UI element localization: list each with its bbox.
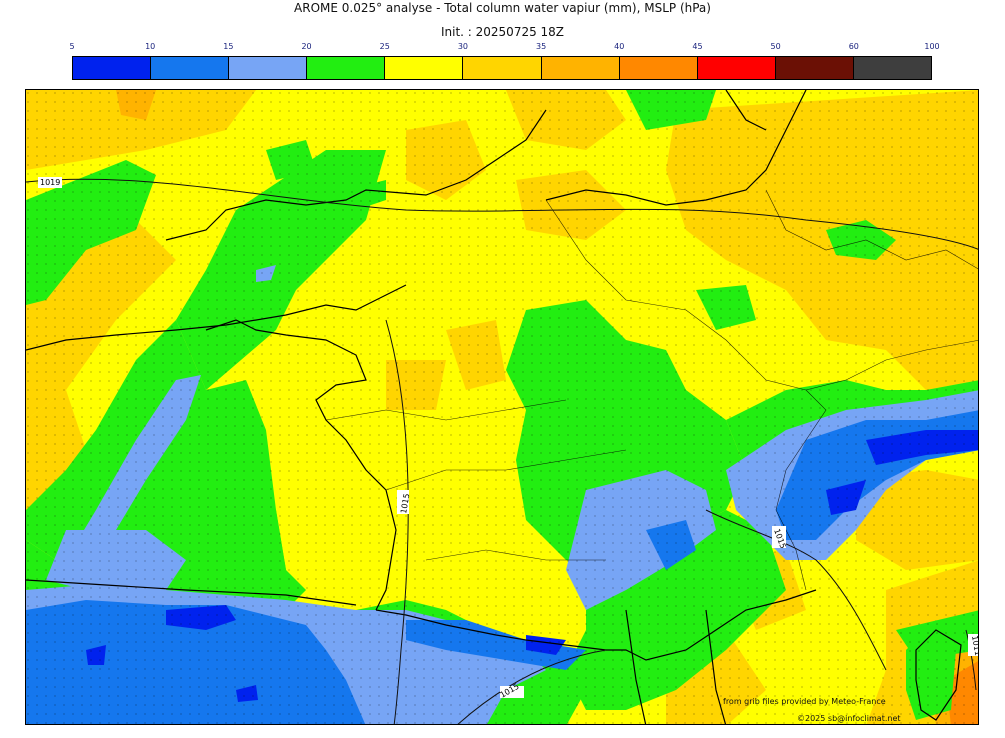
colorbar-segment: [619, 57, 698, 79]
isobar-labels: 1019 1015 1015 1015 1011: [38, 177, 979, 700]
colorbar-segment: [385, 57, 464, 79]
tick-label: 20: [301, 42, 312, 51]
colorbar-segment: [151, 57, 230, 79]
colorbar-segment: [541, 57, 620, 79]
station-dots: [26, 90, 978, 724]
credit-source: from grib files provided by Meteo-France: [723, 697, 886, 706]
colorbar-segment: [853, 57, 932, 79]
tick-label: 5: [69, 42, 75, 51]
colorbar-segment: [229, 57, 308, 79]
tick-label: 45: [692, 42, 703, 51]
isobars: [26, 178, 978, 724]
tick-label: 25: [379, 42, 390, 51]
init-time: Init. : 20250725 18Z: [440, 25, 565, 39]
water-vapour-map: 1019 1015 1015 1015 1011: [25, 89, 979, 725]
colorbar-segment: [463, 57, 542, 79]
tick-label: 35: [535, 42, 547, 51]
tick-label: 10: [145, 42, 156, 51]
tick-label: 15: [223, 42, 234, 51]
borders: [325, 189, 978, 591]
tick-label: 60: [848, 42, 859, 51]
isobar-label-1015-west: 1015: [399, 493, 411, 515]
coastlines: [26, 90, 962, 724]
colorbar-segment: [307, 57, 386, 79]
map-title: AROME 0.025° analyse - Total column wate…: [294, 1, 711, 15]
colorbar-tick-labels: 5 10 15 20 25 30 35 40 45 50 60 100: [0, 42, 1005, 54]
tick-label: 50: [770, 42, 781, 51]
isobar-label-1011: 1011: [970, 635, 979, 657]
credit-author: ©2025 sb@infoclimat.net: [797, 714, 901, 723]
colorbar-segment: [697, 57, 776, 79]
map-canvas: 1019 1015 1015 1015 1011: [26, 90, 979, 724]
tick-label: 40: [614, 42, 625, 51]
isobar-label-1019: 1019: [40, 178, 60, 187]
tick-label: 30: [457, 42, 468, 51]
colorbar-segment: [73, 57, 152, 79]
colorbar: [72, 56, 932, 80]
tick-label: 100: [924, 42, 940, 51]
colorbar-segment: [775, 57, 854, 79]
